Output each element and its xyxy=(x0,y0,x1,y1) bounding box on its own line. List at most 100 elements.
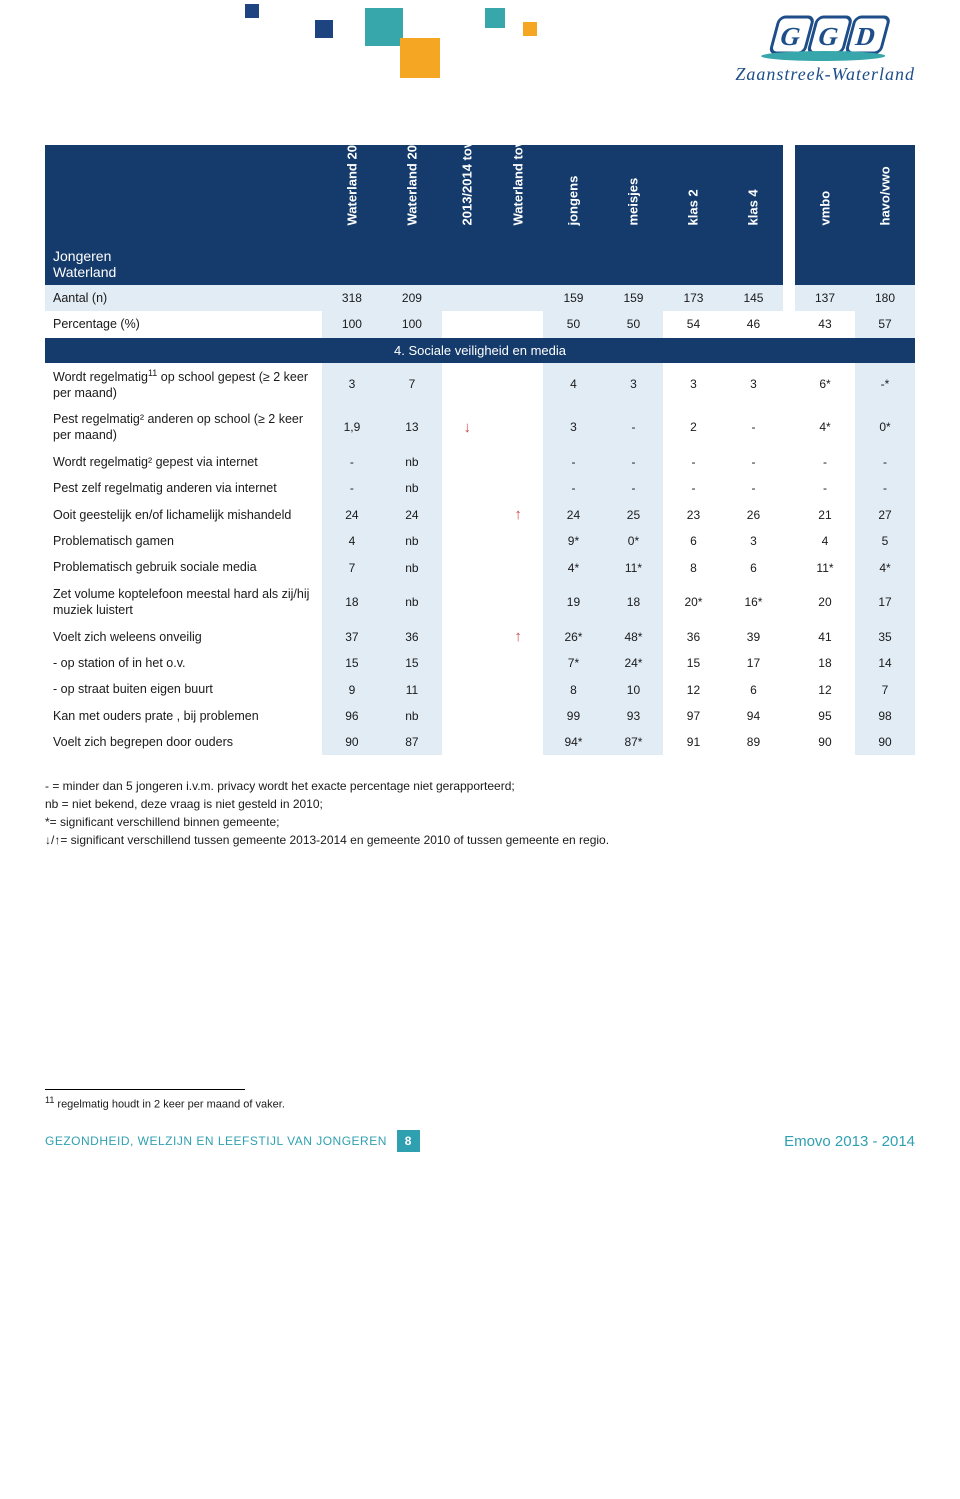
row-label: Aantal (n) xyxy=(45,285,322,311)
table-cell: 48* xyxy=(603,623,663,650)
table-cell: 15 xyxy=(663,650,723,676)
table-cell xyxy=(493,406,544,449)
table-cell xyxy=(442,475,493,501)
table-cell: 8 xyxy=(663,554,723,580)
table-cell: 6 xyxy=(723,676,783,702)
table-cell: 4* xyxy=(795,406,855,449)
footnotes: - = minder dan 5 jongeren i.v.m. privacy… xyxy=(45,777,915,849)
table-cell: 15 xyxy=(382,650,442,676)
table-row: Pest zelf regelmatig anderen via interne… xyxy=(45,475,915,501)
page-footer: GEZONDHEID, WELZIJN EN LEEFSTIJL VAN JON… xyxy=(45,1133,915,1150)
table-cell: 173 xyxy=(663,285,723,311)
row-label: Wordt regelmatig11 op school gepest (≥ 2… xyxy=(45,363,322,407)
table-cell: - xyxy=(723,475,783,501)
table-row: Pest regelmatig² anderen op school (≥ 2 … xyxy=(45,406,915,449)
table-cell: 4 xyxy=(795,528,855,554)
table-cell: 6 xyxy=(723,554,783,580)
table-cell: 3 xyxy=(663,363,723,407)
row-label: - op straat buiten eigen buurt xyxy=(45,676,322,702)
table-cell: 12 xyxy=(795,676,855,702)
table-row: Aantal (n)318209159159173145137180 xyxy=(45,285,915,311)
row-label: Pest zelf regelmatig anderen via interne… xyxy=(45,475,322,501)
row-label: Ooit geestelijk en/of lichamelijk mishan… xyxy=(45,501,322,528)
table-cell: 36 xyxy=(663,623,723,650)
table-cell xyxy=(783,311,795,337)
table-cell: 90 xyxy=(322,729,382,755)
table-cell: 18 xyxy=(603,581,663,624)
col-header: klas 2 xyxy=(663,145,723,285)
table-cell: - xyxy=(322,449,382,475)
table-cell: 35 xyxy=(855,623,915,650)
table-cell: 17 xyxy=(723,650,783,676)
deco-square xyxy=(485,8,505,28)
footnote-line: ↓/↑= significant verschillend tussen gem… xyxy=(45,831,915,849)
table-cell xyxy=(783,729,795,755)
table-cell xyxy=(783,475,795,501)
footnote-11-text: 11 regelmatig houdt in 2 keer per maand … xyxy=(45,1095,915,1111)
table-cell: nb xyxy=(382,703,442,729)
row-label: Zet volume koptelefoon meestal hard als … xyxy=(45,581,322,624)
main-content: Jongeren Waterland Waterland 2013/2014 W… xyxy=(45,145,915,1111)
row-label: Voelt zich weleens onveilig xyxy=(45,623,322,650)
table-cell: 3 xyxy=(603,363,663,407)
table-cell: - xyxy=(543,475,603,501)
table-cell: - xyxy=(855,449,915,475)
table-cell: 24* xyxy=(603,650,663,676)
table-cell: 26* xyxy=(543,623,603,650)
footnote-line: nb = niet bekend, deze vraag is niet ges… xyxy=(45,795,915,813)
table-cell: ↓ xyxy=(442,406,493,449)
table-cell: 11* xyxy=(603,554,663,580)
table-cell: - xyxy=(795,449,855,475)
table-cell: - xyxy=(723,449,783,475)
table-cell: 98 xyxy=(855,703,915,729)
table-cell xyxy=(442,581,493,624)
table-cell xyxy=(442,311,493,337)
table-cell: 93 xyxy=(603,703,663,729)
table-cell: 21 xyxy=(795,501,855,528)
deco-square xyxy=(315,20,333,38)
table-cell xyxy=(783,406,795,449)
table-cell xyxy=(783,449,795,475)
col-header: klas 4 xyxy=(723,145,783,285)
table-cell: 15 xyxy=(322,650,382,676)
footnote-line: - = minder dan 5 jongeren i.v.m. privacy… xyxy=(45,777,915,795)
table-cell xyxy=(493,676,544,702)
ggd-logo-icon: G G D xyxy=(755,12,915,62)
table-cell: 24 xyxy=(322,501,382,528)
table-cell: - xyxy=(322,475,382,501)
footnote-line: *= significant verschillend binnen gemee… xyxy=(45,813,915,831)
arrow-up-icon: ↑ xyxy=(514,506,522,523)
table-cell: 19 xyxy=(543,581,603,624)
table-cell: 3 xyxy=(723,528,783,554)
footnote-11-marker: 11 xyxy=(45,1095,54,1105)
table-header-row: Jongeren Waterland Waterland 2013/2014 W… xyxy=(45,145,915,285)
table-cell: 159 xyxy=(603,285,663,311)
table-cell: - xyxy=(663,475,723,501)
table-cell: 4* xyxy=(543,554,603,580)
table-cell: 8 xyxy=(543,676,603,702)
col-header: Waterland 2013/2014 xyxy=(322,145,382,285)
table-cell xyxy=(783,650,795,676)
table-row: Wordt regelmatig11 op school gepest (≥ 2… xyxy=(45,363,915,407)
table-cell xyxy=(493,581,544,624)
table-cell: 4* xyxy=(855,554,915,580)
table-cell xyxy=(783,528,795,554)
table-cell: 87* xyxy=(603,729,663,755)
table-cell: 17 xyxy=(855,581,915,624)
table-cell: 54 xyxy=(663,311,723,337)
table-cell xyxy=(783,363,795,407)
table-cell: nb xyxy=(382,581,442,624)
data-table: Jongeren Waterland Waterland 2013/2014 W… xyxy=(45,145,915,755)
table-cell: 6 xyxy=(663,528,723,554)
corner-title: Jongeren Waterland xyxy=(45,145,322,285)
table-cell: 90 xyxy=(795,729,855,755)
table-cell: 43 xyxy=(795,311,855,337)
logo-region-text: Zaanstreek-Waterland xyxy=(735,64,915,85)
table-cell: 3 xyxy=(322,363,382,407)
corner-title-b: Waterland xyxy=(53,264,116,280)
table-cell: 4 xyxy=(543,363,603,407)
table-cell: 13 xyxy=(382,406,442,449)
table-cell xyxy=(442,285,493,311)
table-cell xyxy=(493,650,544,676)
table-cell: 23 xyxy=(663,501,723,528)
